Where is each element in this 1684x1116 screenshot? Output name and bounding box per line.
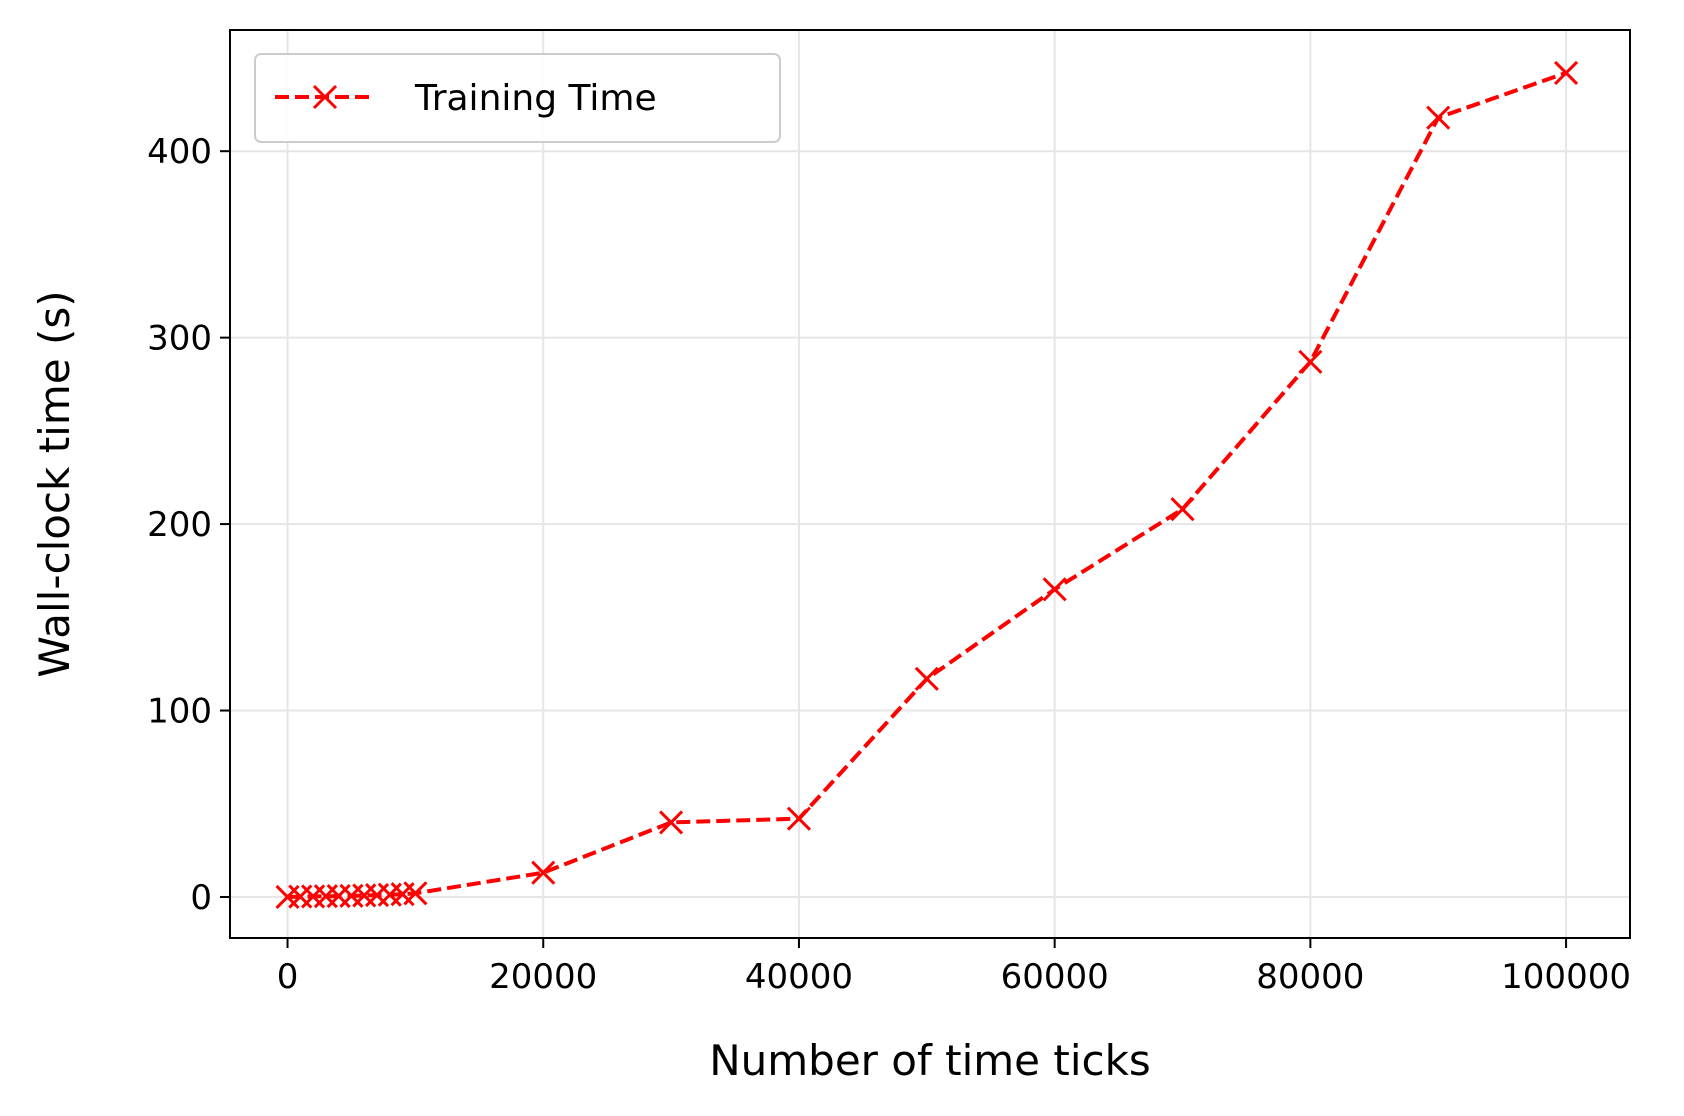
x-axis-label: Number of time ticks [709, 1036, 1151, 1085]
y-tick-label: 400 [147, 132, 212, 172]
legend: Training Time [254, 53, 781, 143]
data-point-marker [786, 806, 812, 831]
x-tick-label: 100000 [1501, 957, 1631, 997]
x-tick-label: 40000 [745, 957, 853, 997]
data-point-marker [1042, 577, 1067, 602]
y-tick-label: 0 [190, 878, 212, 918]
data-point-marker [403, 881, 428, 906]
plot-frame [229, 29, 1631, 939]
data-point-marker [1426, 105, 1451, 130]
y-tick-label: 100 [147, 692, 212, 732]
y-tick-label: 300 [147, 319, 212, 359]
data-point-marker [1298, 349, 1323, 374]
data-point-marker [531, 860, 556, 885]
x-tick-label: 60000 [1001, 957, 1109, 997]
legend-marker-x-icon [312, 84, 338, 110]
data-point-marker [659, 810, 684, 835]
grid-lines [230, 30, 1630, 938]
x-tick-label: 0 [277, 957, 299, 997]
series-layer [275, 60, 1579, 910]
data-point-marker [1170, 497, 1195, 522]
data-point-marker [914, 666, 939, 691]
y-axis-label: Wall-clock time (s) [30, 290, 79, 677]
x-tick-label: 80000 [1256, 957, 1364, 997]
axis-ticks: 0 20000 40000 60000 80000 100000 0 100 200 300 400 [147, 132, 1631, 997]
y-tick-label: 200 [147, 505, 212, 545]
legend-box [254, 53, 781, 143]
legend-entry-label: Training Time [414, 78, 657, 119]
data-point-marker [1554, 60, 1579, 85]
x-tick-label: 20000 [489, 957, 597, 997]
